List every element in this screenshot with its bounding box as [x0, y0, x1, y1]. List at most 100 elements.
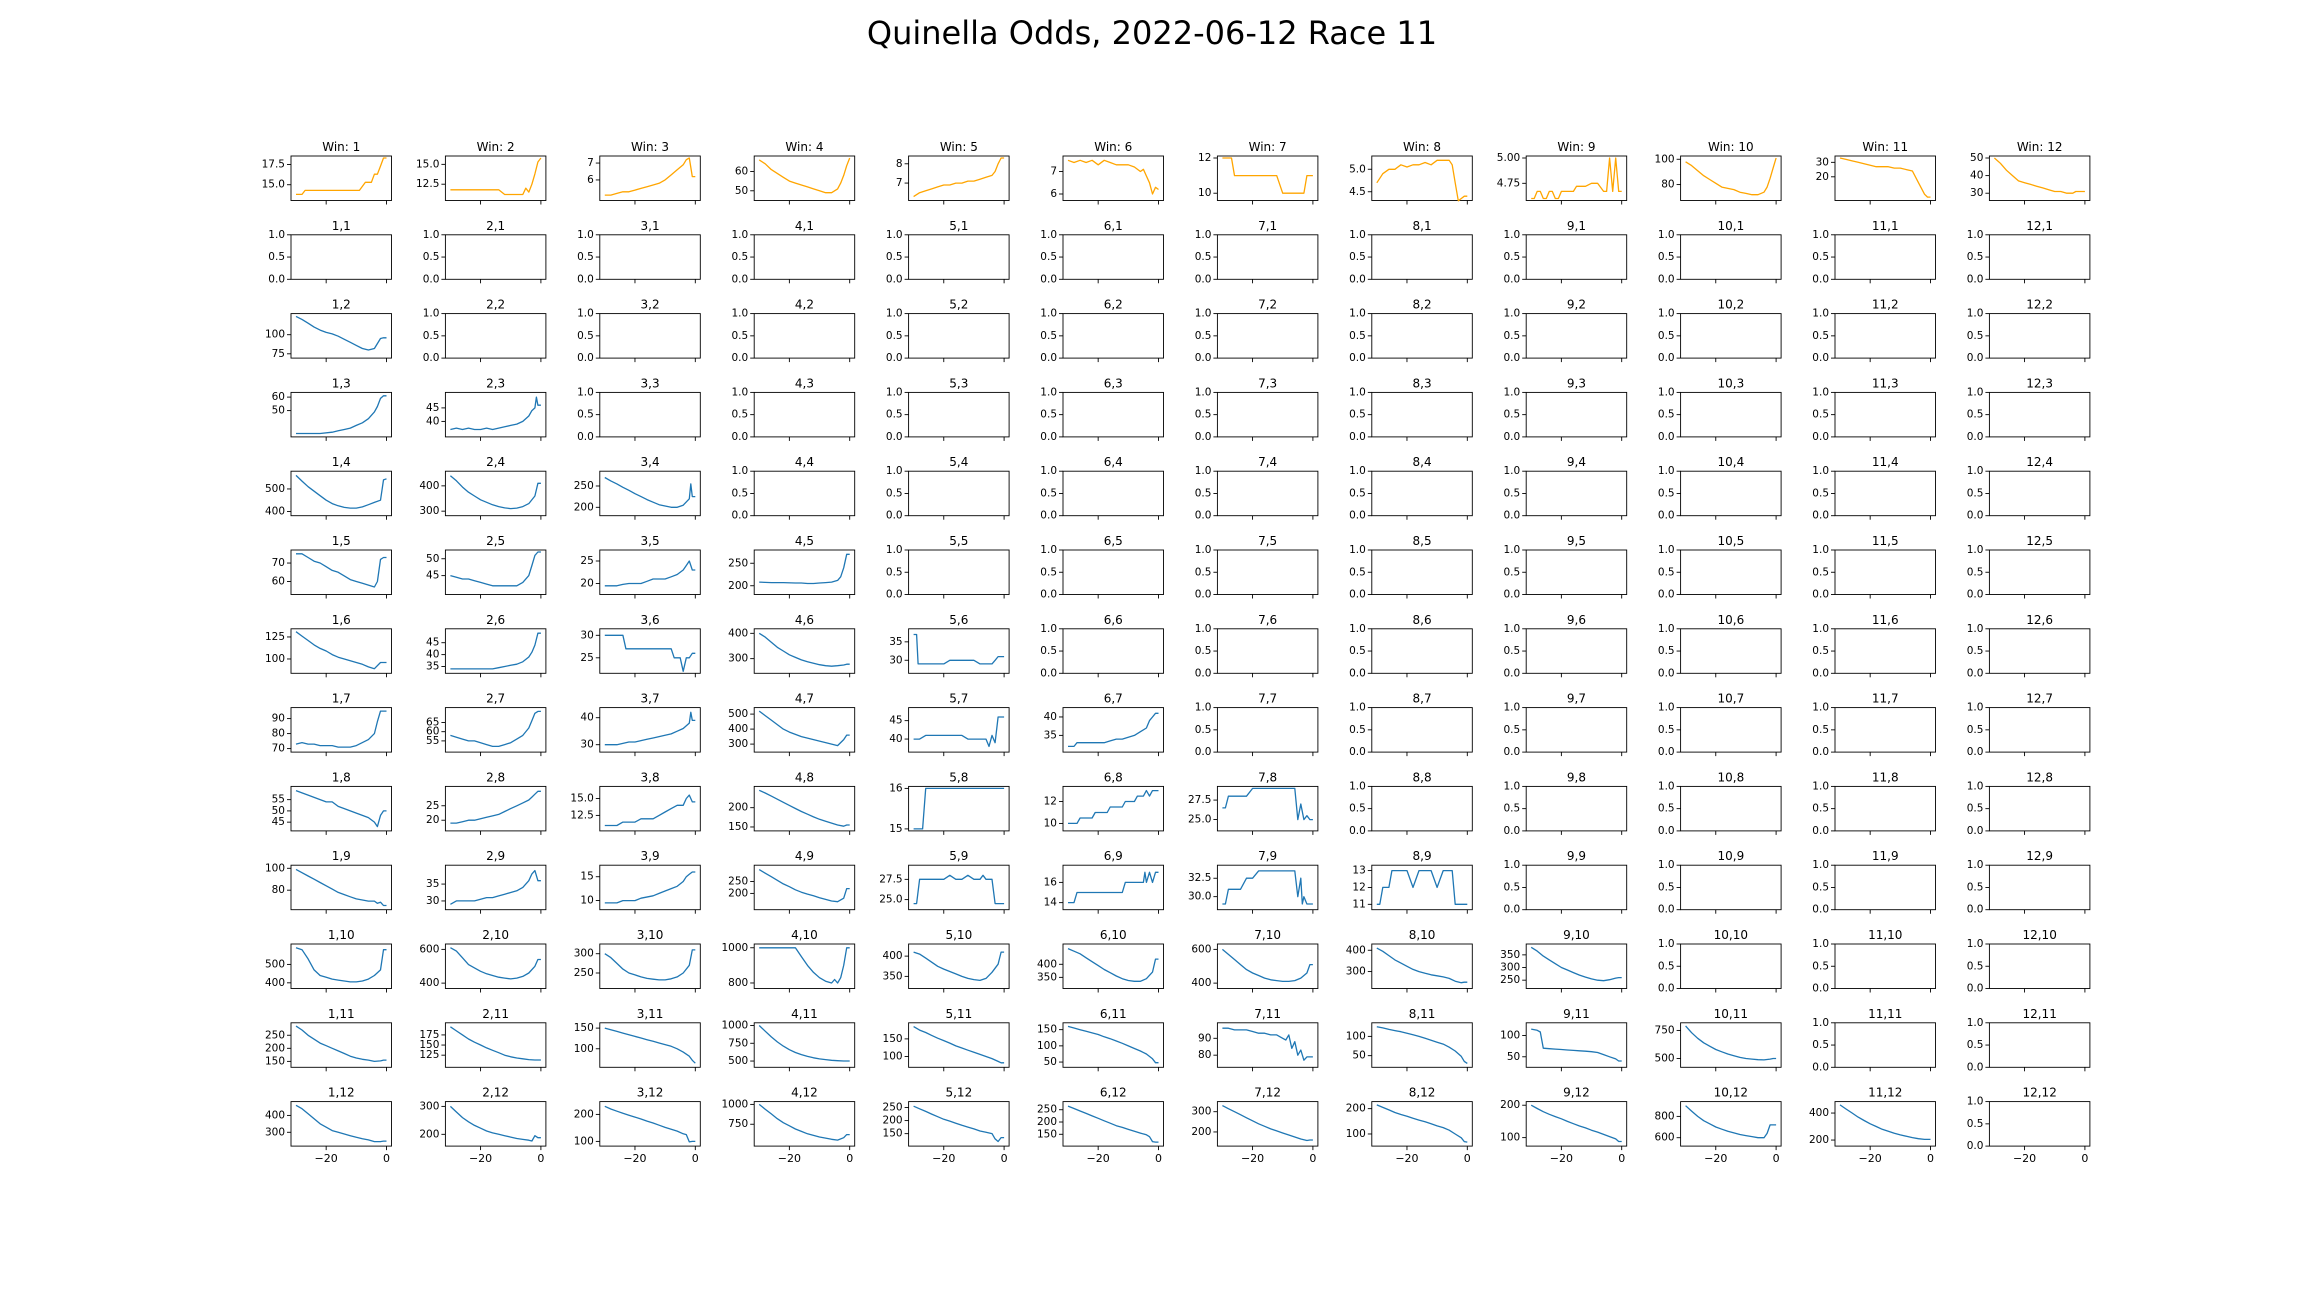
y-tick-label: 0.5: [1195, 566, 1212, 578]
axes-frame: [1525, 549, 1628, 595]
axes-frame: [1680, 549, 1782, 595]
y-tick-label: 30: [1970, 187, 1983, 199]
y-tick-label: 25: [580, 652, 593, 664]
x-tick-label: 0: [1773, 1152, 1780, 1165]
subplot-title: 12,9: [2026, 849, 2053, 863]
axes-frame: [290, 155, 392, 201]
y-tick-label: 70: [272, 743, 285, 755]
axes-frame: [599, 707, 701, 753]
series-line: [1067, 159, 1159, 195]
y-tick-label: 0.5: [1812, 881, 1829, 893]
y-tick-label: 60: [272, 391, 285, 403]
subplot-title: 10,12: [1714, 1086, 1748, 1100]
y-tick-label: 6: [587, 174, 594, 186]
subplot-title: 6,12: [1100, 1086, 1127, 1100]
y-tick-label: 1.0: [1040, 623, 1057, 635]
y-tick-label: 400: [265, 505, 285, 517]
y-tick-label: 0.5: [1812, 487, 1829, 499]
y-tick-label: 15.0: [416, 158, 439, 170]
subplot-2-5: 2,5 45 50: [426, 534, 547, 599]
subplot-3-4: 3,4 200 250: [574, 455, 701, 520]
subplot-title: 3,3: [641, 376, 660, 390]
y-tick-label: 1.0: [1658, 386, 1675, 398]
y-tick-label: 0.0: [1967, 431, 1984, 443]
subplot-title: 6,5: [1104, 534, 1123, 548]
y-tick-label: 1.0: [1349, 544, 1366, 556]
subplot-title: 4,8: [795, 770, 814, 784]
y-tick-label: 0.5: [1658, 724, 1675, 736]
subplot-6-8: 6,8 10 12: [1044, 770, 1164, 835]
subplot-title: Win: 8: [1403, 140, 1441, 154]
y-tick-label: 0.5: [731, 330, 748, 342]
x-tick-label: −20: [1395, 1152, 1418, 1165]
y-tick-label: 1.0: [1967, 623, 1984, 635]
y-tick-label: 150: [574, 1022, 594, 1034]
axes-frame: [1988, 313, 2091, 359]
axes-frame: [444, 549, 547, 595]
subplot-title: 12,3: [2026, 376, 2053, 390]
y-tick-label: 500: [1655, 1053, 1675, 1065]
y-tick-label: 40: [889, 733, 902, 745]
y-tick-label: 750: [728, 1118, 748, 1130]
y-tick-label: 1.0: [1658, 702, 1675, 714]
axes-frame: [908, 470, 1010, 517]
y-tick-label: 0.5: [1040, 409, 1057, 421]
axes-frame: [1216, 470, 1319, 517]
series-line: [1067, 948, 1159, 982]
y-tick-label: 0.0: [1658, 667, 1675, 679]
subplot-5-1: 5,1 0.0 0.5 1.0: [886, 219, 1010, 285]
subplot-title: 7,2: [1258, 298, 1277, 312]
axes-frame: [908, 943, 1010, 989]
series-line: [450, 1026, 541, 1061]
subplot-10-2: 10,2 0.0 0.5 1.0: [1658, 298, 1782, 364]
subplot-title: 2,12: [482, 1086, 509, 1100]
y-tick-label: 0.5: [423, 251, 440, 263]
y-tick-label: 0.0: [1967, 825, 1984, 837]
series-line: [1685, 1025, 1777, 1061]
subplot-title: 4,7: [795, 692, 814, 706]
y-tick-label: 70: [272, 557, 285, 569]
y-tick-label: 0.0: [423, 273, 440, 285]
subplot-9-11: 9,11 50 100: [1500, 1007, 1628, 1072]
y-tick-label: 40: [1970, 170, 1983, 182]
subplot-title: 5,8: [949, 770, 968, 784]
y-tick-label: 1.0: [1503, 780, 1520, 792]
axes-frame: [1371, 785, 1473, 832]
y-tick-label: 7: [1050, 166, 1057, 178]
y-tick-label: 1.0: [1503, 544, 1520, 556]
axes-frame: [908, 549, 1010, 595]
subplot-title: 2,4: [486, 455, 505, 469]
y-tick-label: 1.0: [1812, 623, 1829, 635]
subplot-title: 1,6: [332, 613, 351, 627]
axes-frame: [1834, 864, 1936, 911]
y-tick-label: 0.0: [1967, 273, 1984, 285]
y-tick-label: 12: [1352, 881, 1365, 893]
y-tick-label: 750: [728, 1037, 748, 1049]
axes-frame: [753, 1101, 856, 1147]
y-tick-label: 80: [272, 728, 285, 740]
y-tick-label: 0.5: [1967, 566, 1984, 578]
y-tick-label: 500: [728, 708, 748, 720]
y-tick-label: 0.5: [1503, 566, 1520, 578]
axes-frame: [1834, 707, 1936, 753]
y-tick-label: 1.0: [1967, 780, 1984, 792]
subplot-9-7: 9,7 0.0 0.5 1.0: [1503, 692, 1628, 758]
y-tick-label: 45: [889, 715, 902, 727]
y-tick-label: 0.5: [1812, 566, 1829, 578]
y-tick-label: 0.5: [1040, 645, 1057, 657]
y-tick-label: 0.5: [1503, 330, 1520, 342]
axes-frame: [1216, 234, 1319, 280]
subplot-5-10: 5,10 350 400: [883, 928, 1010, 993]
y-tick-label: 90: [272, 713, 285, 725]
subplot-title: 4,4: [795, 455, 814, 469]
axes-frame: [1680, 785, 1782, 832]
figure-title: Quinella Odds, 2022-06-12 Race 11: [866, 14, 1438, 52]
y-tick-label: 0.0: [1195, 431, 1212, 443]
y-tick-label: 15.0: [262, 179, 285, 191]
y-tick-label: 1.0: [577, 229, 594, 241]
subplot-10-10: 10,10 0.0 0.5 1.0: [1658, 928, 1782, 995]
series-line: [450, 551, 541, 587]
series-line: [759, 553, 850, 585]
